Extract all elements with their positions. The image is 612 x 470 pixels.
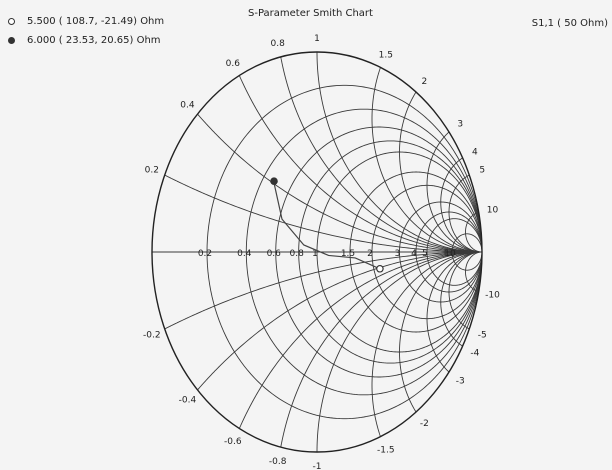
- reactance-tick-label: -1: [313, 462, 322, 470]
- reactance-tick-label: -1.5: [377, 446, 395, 456]
- reactance-tick-label: 0.6: [226, 59, 241, 69]
- reactance-tick-label: 1: [314, 34, 320, 44]
- open-marker: [376, 264, 384, 273]
- reactance-tick-label: 2: [422, 77, 428, 87]
- reactance-tick-label: 3: [457, 120, 463, 130]
- filled-circle-marker-icon: [8, 37, 15, 44]
- reactance-tick-label: -0.8: [269, 457, 287, 467]
- parameter-label: S1,1 ( 50 Ohm): [531, 18, 608, 29]
- reactance-tick-label: -10: [485, 290, 500, 300]
- reactance-tick-label: 0.4: [180, 100, 195, 110]
- resistance-tick-label: 1: [312, 249, 318, 259]
- filled-marker: [270, 177, 278, 186]
- reactance-tick-label: -0.4: [179, 396, 197, 406]
- chart-title: S-Parameter Smith Chart: [248, 8, 373, 19]
- legend-entry-filled: 6.000 ( 23.53, 20.65) Ohm: [8, 35, 161, 46]
- reactance-tick-label: 10: [487, 206, 499, 216]
- reactance-tick-label: 5: [479, 166, 485, 176]
- reactance-tick-label: -5: [478, 330, 487, 340]
- resistance-tick-label: 4: [411, 249, 417, 259]
- reactance-tick-label: -0.2: [143, 330, 161, 340]
- reactance-tick-label: -3: [456, 376, 465, 386]
- resistance-tick-label: 0.6: [267, 249, 282, 259]
- reactance-tick-label: -2: [420, 419, 429, 429]
- resistance-tick-label: 10: [444, 249, 456, 259]
- reactance-tick-label: -0.6: [224, 437, 242, 447]
- reactance-tick-label: 0.2: [145, 166, 159, 176]
- resistance-tick-label: 2: [367, 249, 373, 259]
- resistance-tick-label: 5: [422, 249, 428, 259]
- legend-text-filled: 6.000 ( 23.53, 20.65) Ohm: [27, 35, 161, 46]
- open-circle-marker-icon: [8, 18, 15, 25]
- resistance-tick-label: 3: [395, 249, 401, 259]
- outer-circle: [151, 51, 483, 453]
- reactance-tick-label: 4: [472, 147, 478, 157]
- resistance-tick-label: 0.8: [290, 249, 305, 259]
- trace-line: [273, 181, 381, 270]
- reactance-tick-label: 0.8: [271, 39, 286, 49]
- resistance-tick-label: 1.5: [341, 249, 355, 259]
- reactance-tick-label: -4: [470, 349, 479, 359]
- legend-entry-open: 5.500 ( 108.7, -21.49) Ohm: [8, 16, 164, 27]
- legend-text-open: 5.500 ( 108.7, -21.49) Ohm: [27, 16, 165, 27]
- resistance-tick-label: 0.2: [198, 249, 212, 259]
- resistance-tick-label: 0.4: [237, 249, 252, 259]
- reactance-tick-label: 1.5: [379, 51, 393, 61]
